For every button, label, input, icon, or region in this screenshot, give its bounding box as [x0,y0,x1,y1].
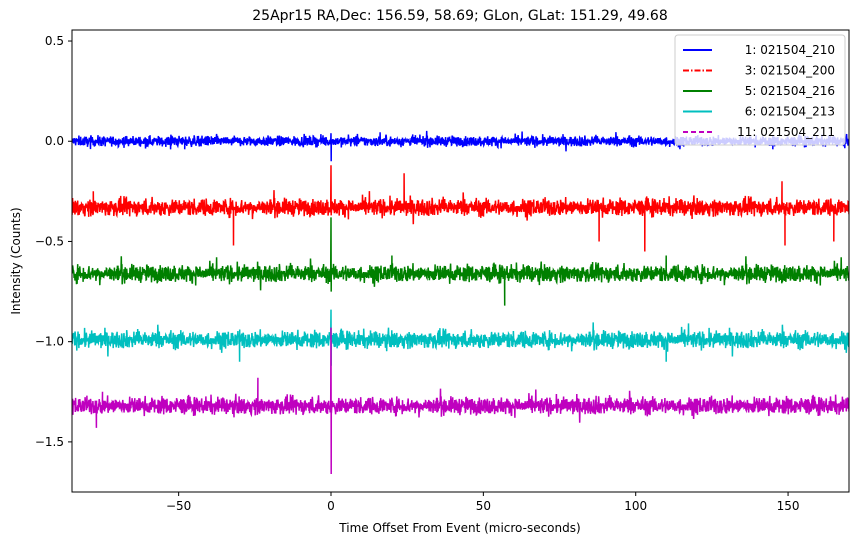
legend-entry: 1: 021504_210 [745,43,835,57]
legend-entry: 5: 021504_216 [745,84,835,98]
legend-entry: 3: 021504_200 [745,64,835,78]
y-axis: 0.5 0.0 −0.5 −1.0 −1.5 [35,34,72,449]
legend: 1: 021504_210 3: 021504_200 5: 021504_216 6… [674,34,846,146]
legend-box [674,34,846,146]
x-tick-label: 150 [777,499,800,513]
series-line [72,217,849,306]
x-tick-label: 0 [327,499,335,513]
series-line [72,309,849,366]
y-axis-label: Intensity (Counts) [9,207,23,314]
legend-entry: 11: 021504_211 [737,125,835,139]
series-line [72,327,849,475]
x-tick-label: 100 [624,499,647,513]
x-tick-label: 50 [476,499,491,513]
y-tick-label: −1.5 [35,435,64,449]
x-tick-label: −50 [166,499,191,513]
y-tick-label: 0.0 [45,134,64,148]
plot-frame [71,29,850,493]
y-tick-label: −0.5 [35,234,64,248]
chart-title: 25Apr15 RA,Dec: 156.59, 58.69; GLon, GLa… [252,8,667,24]
y-tick-label: −1.0 [35,335,64,349]
x-axis: −50 0 50 100 150 [166,492,800,513]
x-axis-label: Time Offset From Event (micro-seconds) [338,521,580,535]
series-line [72,165,849,252]
y-tick-label: 0.5 [45,34,64,48]
series-layer [72,130,849,475]
legend-entry: 6: 021504_213 [745,105,835,119]
